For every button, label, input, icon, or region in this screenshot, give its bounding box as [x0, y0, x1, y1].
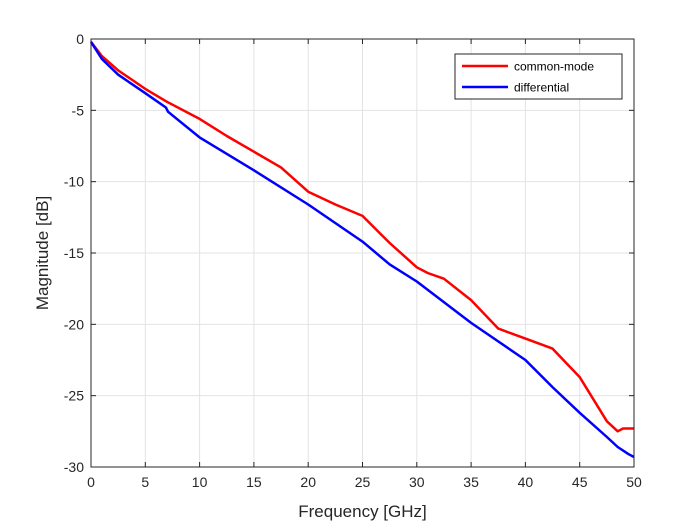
y-axis-label: Magnitude [dB]	[33, 196, 52, 310]
x-tick-label: 30	[409, 474, 425, 490]
x-tick-label: 20	[300, 474, 316, 490]
y-tick-label: -10	[64, 174, 84, 190]
y-tick-label: -25	[64, 388, 84, 404]
x-tick-label: 0	[87, 474, 95, 490]
series-line-differential	[89, 41, 635, 459]
ticks: 0 5 10 15 20 25 30 35 40 45 50 0 -5 -10 -15 -20 -25 -30	[64, 31, 642, 490]
legend-label-common-mode: common-mode	[514, 60, 594, 74]
y-tick-label: -20	[64, 316, 84, 332]
y-tick-label: 0	[76, 31, 84, 47]
x-tick-label: 10	[192, 474, 208, 490]
x-tick-label: 40	[518, 474, 534, 490]
x-axis-label: Frequency [GHz]	[298, 502, 427, 521]
legend-box	[454, 53, 623, 100]
legend-label-differential: differential	[514, 81, 569, 95]
grid	[91, 39, 634, 467]
x-tick-label: 15	[246, 474, 262, 490]
x-tick-label: 25	[355, 474, 371, 490]
series-group	[89, 41, 635, 459]
series-line-common-mode	[90, 41, 634, 433]
y-tick-label: -5	[72, 102, 85, 118]
x-tick-label: 35	[463, 474, 479, 490]
y-tick-label: -30	[64, 459, 84, 475]
legend: common-mode differential	[454, 53, 623, 100]
x-tick-label: 5	[141, 474, 149, 490]
x-tick-label: 50	[626, 474, 642, 490]
x-tick-label: 45	[572, 474, 588, 490]
y-tick-label: -15	[64, 245, 84, 261]
